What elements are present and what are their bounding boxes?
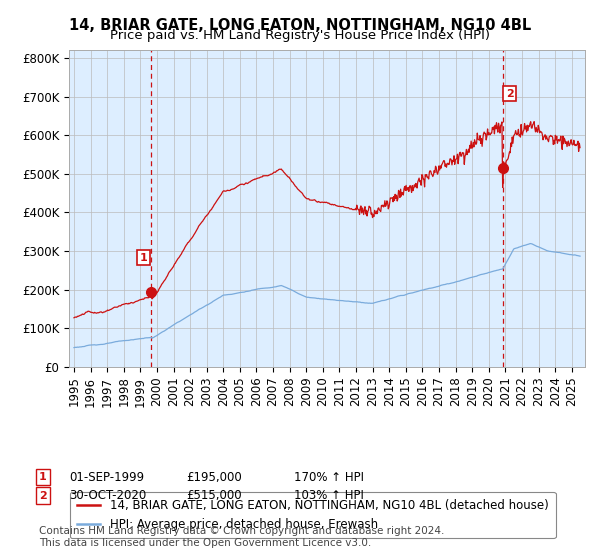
Text: 14, BRIAR GATE, LONG EATON, NOTTINGHAM, NG10 4BL: 14, BRIAR GATE, LONG EATON, NOTTINGHAM, …: [69, 18, 531, 33]
Text: 170% ↑ HPI: 170% ↑ HPI: [294, 470, 364, 484]
Text: 01-SEP-1999: 01-SEP-1999: [69, 470, 144, 484]
Text: 2: 2: [39, 491, 47, 501]
Legend: 14, BRIAR GATE, LONG EATON, NOTTINGHAM, NG10 4BL (detached house), HPI: Average : 14, BRIAR GATE, LONG EATON, NOTTINGHAM, …: [70, 492, 556, 538]
Text: 30-OCT-2020: 30-OCT-2020: [69, 489, 146, 502]
Text: Contains HM Land Registry data © Crown copyright and database right 2024.
This d: Contains HM Land Registry data © Crown c…: [39, 526, 445, 548]
Text: £195,000: £195,000: [186, 470, 242, 484]
Text: 1: 1: [39, 472, 47, 482]
Text: 1: 1: [140, 253, 148, 263]
Text: £515,000: £515,000: [186, 489, 242, 502]
Text: Price paid vs. HM Land Registry's House Price Index (HPI): Price paid vs. HM Land Registry's House …: [110, 29, 490, 42]
Text: 2: 2: [506, 88, 514, 99]
Text: 103% ↑ HPI: 103% ↑ HPI: [294, 489, 364, 502]
